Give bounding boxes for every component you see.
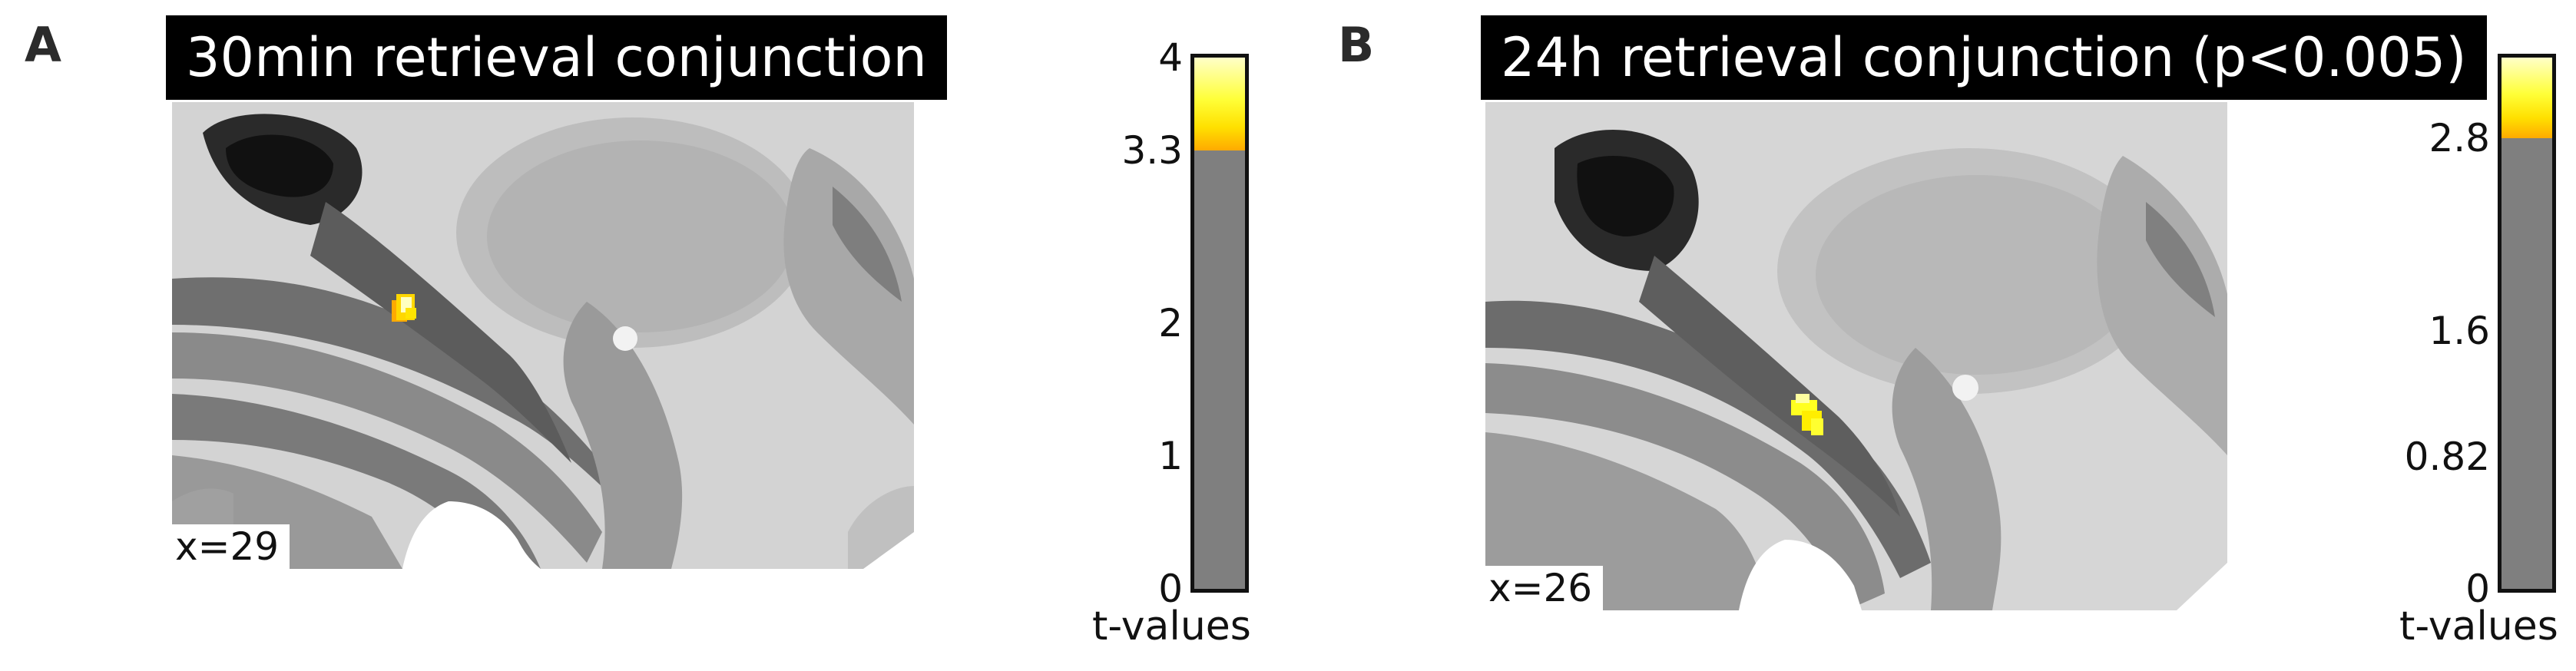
colorbar-b-label: t-values [2399,603,2558,650]
brain-slice-b-image [1485,102,2227,610]
brain-slice-a: x=29 [172,102,914,569]
colorbar-tick-label: 3.3 [1121,128,1183,174]
panel-b: B 24h retrieval conjunction (p<0.005) [1298,0,2576,671]
colorbar-b [2498,54,2556,593]
colorbar-tick-label: 4 [1158,35,1183,80]
activation-cluster-a [392,294,416,322]
activation-cluster-b [1791,394,1823,435]
colorbar-a-label: t-values [1092,603,1251,650]
slice-coordinate-b: x=26 [1485,566,1604,610]
colorbar-tick-label: 1 [1158,434,1183,478]
panel-letter-b: B [1338,17,1375,73]
panel-letter-a: A [25,17,61,73]
panel-a: A 30min retrieval conjunction [25,15,1251,650]
slice-coordinate-a: x=29 [172,524,290,569]
colorbar-a [1190,54,1249,593]
colorbar-a-suprathreshold [1194,58,1245,150]
colorbar-tick-label: 2 [1158,301,1183,345]
colorbar-tick-label: 0.82 [2404,435,2490,480]
colorbar-b-suprathreshold [2502,58,2552,138]
brain-slice-a-image [172,102,914,569]
colorbar-tick-label: 2.8 [2429,115,2490,160]
colorbar-tick-label: 0 [1158,567,1183,611]
colorbar-tick-label: 0 [2465,567,2490,611]
colorbar-b-subthreshold [2502,138,2552,589]
brain-slice-b: x=26 [1485,102,2227,610]
colorbar-tick-label: 1.6 [2429,309,2490,354]
colorbar-a-subthreshold [1194,150,1245,589]
panel-title-a: 30min retrieval conjunction [166,15,947,100]
panel-title-b: 24h retrieval conjunction (p<0.005) [1481,15,2487,100]
